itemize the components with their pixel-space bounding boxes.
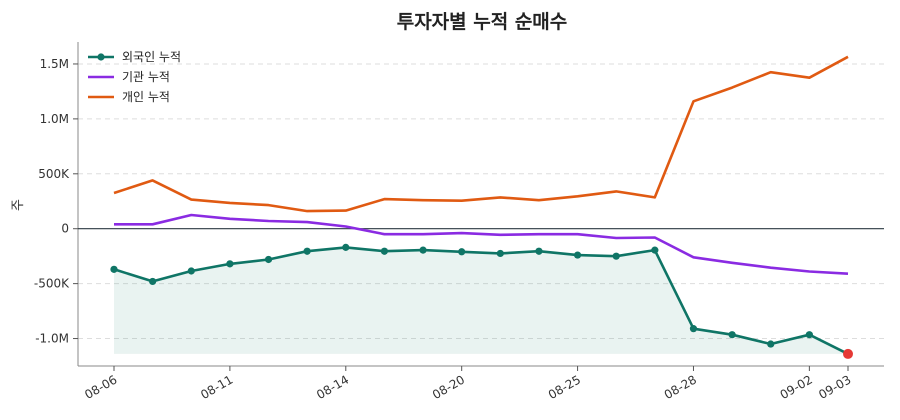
x-tick-label: 08-20 xyxy=(430,372,467,402)
series-layer xyxy=(110,55,853,359)
series-line-0 xyxy=(113,246,849,356)
foreign-area-fill xyxy=(114,247,848,354)
data-point xyxy=(612,252,620,260)
data-point xyxy=(226,260,234,268)
data-point xyxy=(728,331,736,339)
axes xyxy=(77,42,884,367)
y-tick-labels: 1.5M 1.0M 500K 0 -500K -1.0M xyxy=(34,57,78,346)
data-point xyxy=(380,247,389,255)
data-point xyxy=(689,325,698,333)
y-tick-label: 1.5M xyxy=(40,57,69,71)
data-point xyxy=(419,246,427,254)
series-line-2 xyxy=(113,55,849,213)
x-tick-labels: 08-06 08-11 08-14 08-20 08-25 08-28 09-02 09-03 xyxy=(82,366,854,402)
last-point-marker xyxy=(843,348,853,359)
data-point xyxy=(573,251,582,259)
y-tick-label: -1.0M xyxy=(35,332,69,346)
data-point xyxy=(458,248,466,256)
y-tick-label: -500K xyxy=(34,277,70,291)
y-tick-label: 0 xyxy=(61,222,69,236)
y-tick-label: 1.0M xyxy=(40,112,69,126)
x-tick-label: 09-03 xyxy=(816,372,853,402)
data-point xyxy=(110,265,118,273)
data-point xyxy=(805,331,813,339)
data-point xyxy=(651,246,659,254)
data-point xyxy=(496,249,504,258)
x-tick-label: 09-02 xyxy=(778,372,815,402)
legend-label: 외국인 누적 xyxy=(122,50,181,64)
x-tick-label: 08-11 xyxy=(198,372,235,402)
legend-marker xyxy=(97,53,105,61)
data-point xyxy=(767,340,775,348)
x-tick-label: 08-14 xyxy=(314,372,351,402)
series-line-1 xyxy=(114,213,849,275)
legend-label: 개인 누적 xyxy=(122,90,170,104)
data-point xyxy=(303,247,311,255)
data-point xyxy=(535,247,543,255)
data-point xyxy=(342,243,350,251)
data-point xyxy=(264,255,273,264)
y-axis-label: 주 xyxy=(11,199,26,211)
legend-label: 기관 누적 xyxy=(122,70,170,84)
data-point xyxy=(187,267,195,275)
x-tick-label: 08-06 xyxy=(82,372,119,402)
x-tick-label: 08-28 xyxy=(662,372,699,402)
area-fill-layer xyxy=(114,247,848,354)
chart-title: 투자자별 누적 순매수 xyxy=(397,11,568,33)
data-point xyxy=(149,277,157,286)
y-tick-label: 500K xyxy=(38,167,70,181)
x-tick-label: 08-25 xyxy=(546,372,583,402)
